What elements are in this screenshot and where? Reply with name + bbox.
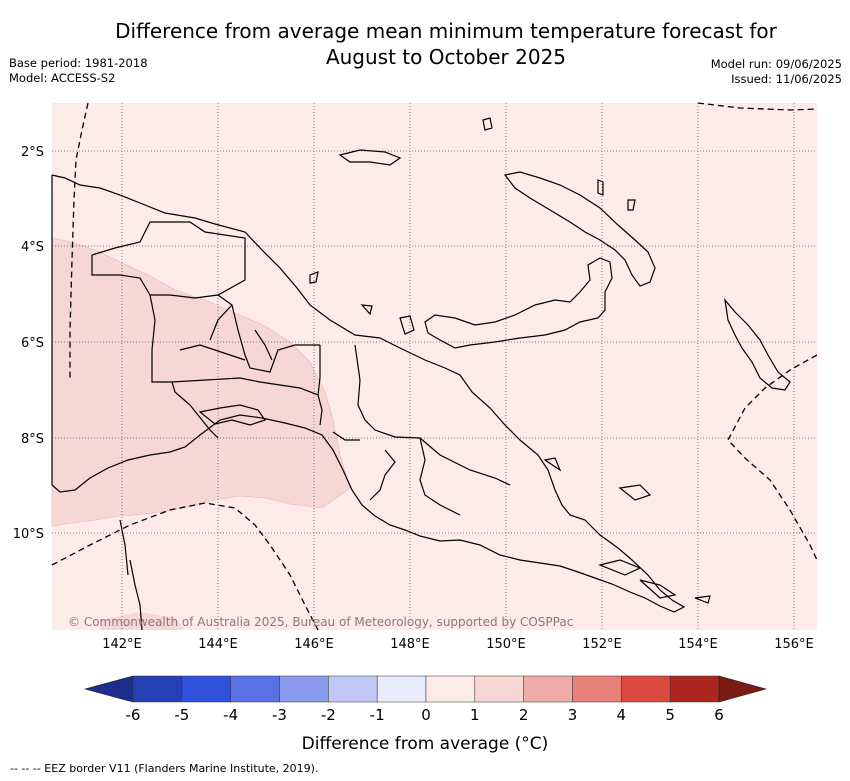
colorbar-tick-label: 2: [519, 706, 529, 724]
meta-right: Model run: 09/06/2025 Issued: 11/06/2025: [711, 57, 842, 87]
colorbar-segment: [279, 675, 329, 703]
colorbar-ticks: -6 -5 -4 -3 -2 -1 0 1 2 3 4 5 6: [126, 706, 724, 724]
colorbar-extend-low: [83, 675, 134, 703]
map-panel: [51, 102, 818, 631]
anomaly-region-warmer-south: [100, 612, 185, 630]
colorbar-tick-label: -5: [174, 706, 189, 724]
anomaly-region-warmer: [51, 237, 351, 527]
colorbar-segment: [669, 675, 720, 703]
new-guinea-mainland: [51, 174, 686, 613]
lat-label: 8°S: [21, 432, 44, 447]
colorbar-tick-label: 0: [421, 706, 431, 724]
lon-label: 156°E: [774, 637, 814, 652]
colorbar-tick-label: 6: [714, 706, 724, 724]
colorbar-segment: [572, 675, 622, 703]
lon-label: 144°E: [198, 637, 238, 652]
colorbar-segment: [181, 675, 231, 703]
lon-label: 142°E: [102, 637, 142, 652]
colorbar-extend-high: [718, 675, 768, 703]
copyright-notice: © Commonwealth of Australia 2025, Bureau…: [68, 615, 573, 629]
base-period: Base period: 1981-2018: [9, 56, 148, 70]
interior-borders: [91, 255, 219, 439]
colorbar-segment: [474, 675, 524, 703]
issued-date: Issued: 11/06/2025: [731, 72, 842, 86]
title-line-1: Difference from average mean minimum tem…: [115, 19, 777, 43]
lon-label: 148°E: [390, 637, 430, 652]
colorbar-tick-label: -1: [370, 706, 385, 724]
colorbar-tick-label: -3: [272, 706, 287, 724]
model-name: Model: ACCESS-S2: [9, 71, 116, 85]
colorbar-segment: [425, 675, 476, 703]
lat-label: 4°S: [21, 240, 44, 255]
longitude-labels: 142°E 144°E 146°E 148°E 150°E 152°E 154°…: [102, 637, 814, 652]
meta-left: Base period: 1981-2018 Model: ACCESS-S2: [9, 56, 148, 86]
colorbar-segment: [230, 675, 280, 703]
colorbar-tick-label: 4: [617, 706, 627, 724]
colorbar-tick-label: -4: [223, 706, 238, 724]
colorbar-tick-label: 1: [470, 706, 480, 724]
bougainville: [724, 297, 791, 391]
coastlines: [51, 117, 791, 631]
eez-borders: [51, 102, 818, 631]
lat-label: 10°S: [13, 527, 44, 542]
eez-legend-footer: -- -- -- EEZ border V11 (Flanders Marine…: [10, 762, 319, 775]
colorbar-segment: [376, 675, 427, 703]
new-ireland: [503, 171, 656, 287]
latitude-labels: 2°S 4°S 6°S 8°S 10°S: [13, 145, 44, 542]
map-title: Difference from average mean minimum tem…: [40, 18, 850, 70]
lon-label: 154°E: [678, 637, 718, 652]
new-britain: [424, 257, 613, 349]
colorbar-label: Difference from average (°C): [302, 734, 549, 754]
colorbar-tick-label: 5: [665, 706, 675, 724]
model-run: Model run: 09/06/2025: [710, 57, 842, 71]
colorbar-segment: [132, 675, 183, 703]
lon-label: 146°E: [294, 637, 334, 652]
colorbar-tick-label: -6: [126, 706, 141, 724]
colorbar-tick-label: -2: [321, 706, 336, 724]
lon-label: 150°E: [486, 637, 526, 652]
colorbar-tick-label: 3: [568, 706, 578, 724]
lat-label: 6°S: [21, 336, 44, 351]
colorbar-segment: [621, 675, 671, 703]
colorbar-segment: [328, 675, 378, 703]
colorbar-segment: [523, 675, 573, 703]
colorbar: [83, 675, 768, 703]
title-line-2: August to October 2025: [325, 45, 567, 69]
lat-label: 2°S: [21, 145, 44, 160]
lon-label: 152°E: [582, 637, 622, 652]
gridlines: [52, 103, 817, 630]
